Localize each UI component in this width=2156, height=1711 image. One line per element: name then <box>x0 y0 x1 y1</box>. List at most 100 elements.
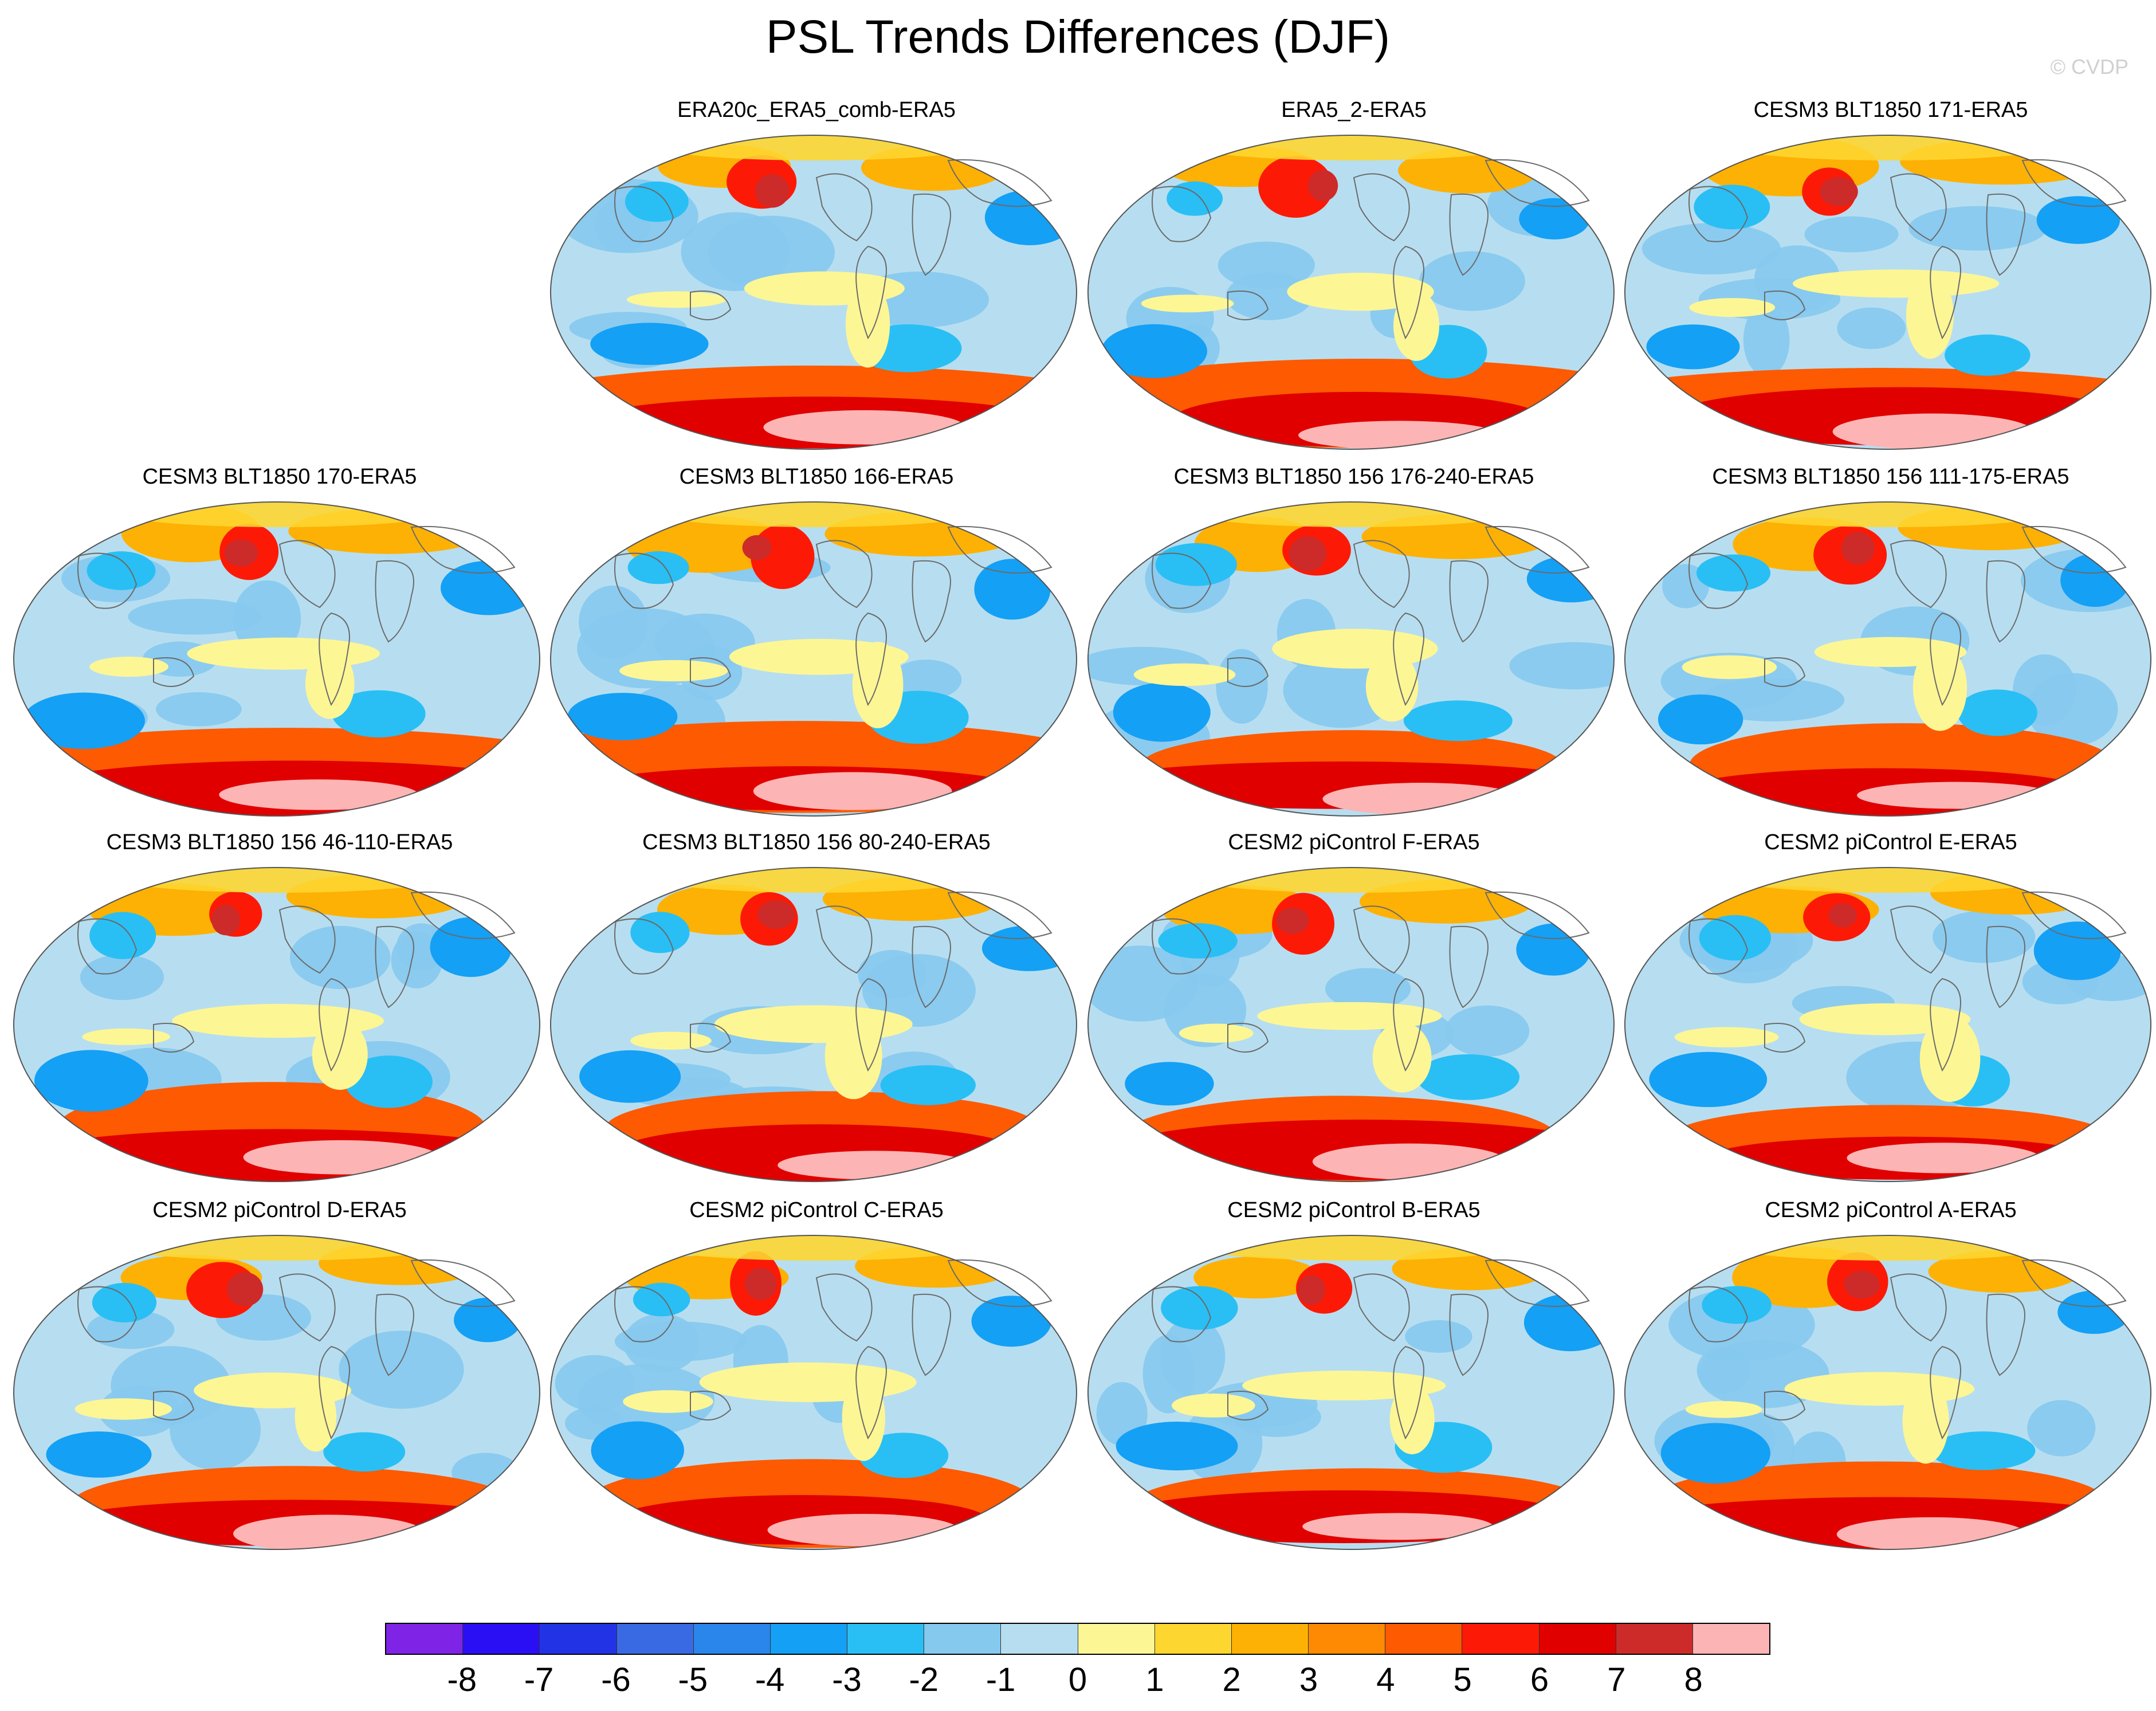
page-title: PSL Trends Differences (DJF) <box>765 11 1391 63</box>
colorbar-swatch <box>1154 1624 1232 1654</box>
colorbar-swatch <box>1385 1624 1463 1654</box>
world-map <box>1087 501 1615 817</box>
panel-title: CESM3 BLT1850 171-ERA5 <box>1753 98 2028 122</box>
colorbar-swatch <box>386 1624 464 1654</box>
map-panel: ERA20c_ERA5_comb-ERA5 <box>547 97 1086 470</box>
colorbar-swatch <box>1231 1624 1309 1654</box>
coastline-outlines <box>1152 525 1590 707</box>
colorbar-tick-label: 4 <box>1376 1661 1395 1698</box>
contour-field <box>14 502 540 816</box>
panel-title: CESM3 BLT1850 170-ERA5 <box>142 465 417 489</box>
panel-title: CESM3 BLT1850 166-ERA5 <box>679 465 954 489</box>
map-panel: CESM2 piControl E-ERA5 <box>1621 830 2156 1202</box>
colorbar-labels: -8 -7 -6 -5 -4 -3 -2 -1 0 1 2 3 4 5 6 7 8 <box>385 1661 1770 1701</box>
colorbar-tick-label: -3 <box>832 1661 862 1698</box>
colorbar-swatch <box>540 1624 617 1654</box>
world-map <box>1624 1235 2151 1550</box>
colorbar-tick-label: 6 <box>1530 1661 1549 1698</box>
world-map <box>1624 135 2151 450</box>
colorbar-tick-label: 3 <box>1299 1661 1318 1698</box>
panel-title: CESM2 piControl A-ERA5 <box>1765 1198 2017 1222</box>
panel-title: CESM2 piControl B-ERA5 <box>1227 1198 1480 1222</box>
panel-title: ERA5_2-ERA5 <box>1281 98 1427 122</box>
contour-field <box>1625 502 2151 816</box>
colorbar-tick-label: -4 <box>755 1661 785 1698</box>
coastline-outlines <box>77 1259 516 1440</box>
panel-title: CESM2 piControl D-ERA5 <box>152 1198 407 1222</box>
colorbar-swatch <box>1462 1624 1540 1654</box>
colorbar-tick-label: -8 <box>447 1661 477 1698</box>
contour-field <box>14 868 540 1182</box>
colorbar-swatch <box>847 1624 925 1654</box>
coastline-outlines <box>1688 891 2127 1072</box>
colorbar-swatch <box>924 1624 1002 1654</box>
coastline-outlines <box>614 159 1053 340</box>
colorbar-swatch <box>1078 1624 1155 1654</box>
colorbar-tick-label: 1 <box>1145 1661 1164 1698</box>
contour-field <box>1088 135 1614 449</box>
world-map <box>550 501 1077 817</box>
world-map <box>1087 1235 1615 1550</box>
coastline-outlines <box>77 891 516 1072</box>
contour-field <box>1088 868 1614 1182</box>
colorbar-tick-label: 2 <box>1222 1661 1241 1698</box>
map-panel: CESM3 BLT1850 166-ERA5 <box>547 464 1086 837</box>
map-panel: CESM2 piControl C-ERA5 <box>547 1198 1086 1570</box>
colorbar-swatch <box>1001 1624 1078 1654</box>
contour-field <box>1625 135 2151 449</box>
coastline-outlines <box>77 525 516 707</box>
map-panel: CESM3 BLT1850 156 46-110-ERA5 <box>10 830 549 1202</box>
contour-field <box>551 135 1077 449</box>
colorbar-tick-label: -1 <box>985 1661 1016 1698</box>
world-map <box>13 867 540 1182</box>
colorbar-swatch <box>770 1624 848 1654</box>
colorbar-tick-label: 7 <box>1607 1661 1626 1698</box>
coastline-outlines <box>1688 525 2127 707</box>
panel-title: ERA20c_ERA5_comb-ERA5 <box>677 98 956 122</box>
coastline-outlines <box>1152 1259 1590 1440</box>
colorbar <box>385 1623 1770 1655</box>
world-map <box>1624 501 2151 817</box>
colorbar-tick-label: -7 <box>524 1661 554 1698</box>
colorbar-swatch <box>1692 1624 1770 1654</box>
world-map <box>550 1235 1077 1550</box>
contour-field <box>551 868 1077 1182</box>
colorbar-tick-label: 0 <box>1068 1661 1087 1698</box>
map-panel: CESM2 piControl F-ERA5 <box>1085 830 1623 1202</box>
world-map <box>13 501 540 817</box>
map-panel: CESM3 BLT1850 156 176-240-ERA5 <box>1085 464 1623 837</box>
colorbar-swatch <box>1309 1624 1386 1654</box>
colorbar-swatch <box>1539 1624 1616 1654</box>
world-map <box>1087 135 1615 450</box>
panel-title: CESM2 piControl C-ERA5 <box>689 1198 944 1222</box>
colorbar-tick-label: -6 <box>601 1661 631 1698</box>
colorbar-tick-label: -2 <box>909 1661 939 1698</box>
coastline-outlines <box>1688 1259 2127 1440</box>
panel-title: CESM3 BLT1850 156 80-240-ERA5 <box>642 830 991 854</box>
world-map <box>550 135 1077 450</box>
map-panel: CESM3 BLT1850 156 80-240-ERA5 <box>547 830 1086 1202</box>
colorbar-swatch <box>463 1624 540 1654</box>
world-map <box>1087 867 1615 1182</box>
panel-title: CESM2 piControl F-ERA5 <box>1228 830 1480 854</box>
contour-field <box>551 1235 1077 1549</box>
coastline-outlines <box>614 891 1053 1072</box>
panel-title: CESM3 BLT1850 156 46-110-ERA5 <box>106 830 453 854</box>
coastline-outlines <box>1688 159 2127 340</box>
contour-field <box>551 502 1077 816</box>
panel-title: CESM2 piControl E-ERA5 <box>1764 830 2017 854</box>
contour-field <box>1088 1235 1614 1549</box>
map-panel: CESM3 BLT1850 156 111-175-ERA5 <box>1621 464 2156 837</box>
map-panel: ERA5_2-ERA5 <box>1085 97 1623 470</box>
colorbar-swatch <box>1616 1624 1693 1654</box>
world-map <box>550 867 1077 1182</box>
coastline-outlines <box>1152 891 1590 1072</box>
colorbar-tick-label: -5 <box>678 1661 708 1698</box>
colorbar-swatch <box>693 1624 771 1654</box>
contour-field <box>1088 502 1614 816</box>
map-panel: CESM2 piControl B-ERA5 <box>1085 1198 1623 1570</box>
coastline-outlines <box>614 525 1053 707</box>
contour-field <box>1625 1235 2151 1549</box>
world-map <box>13 1235 540 1550</box>
coastline-outlines <box>614 1259 1053 1440</box>
